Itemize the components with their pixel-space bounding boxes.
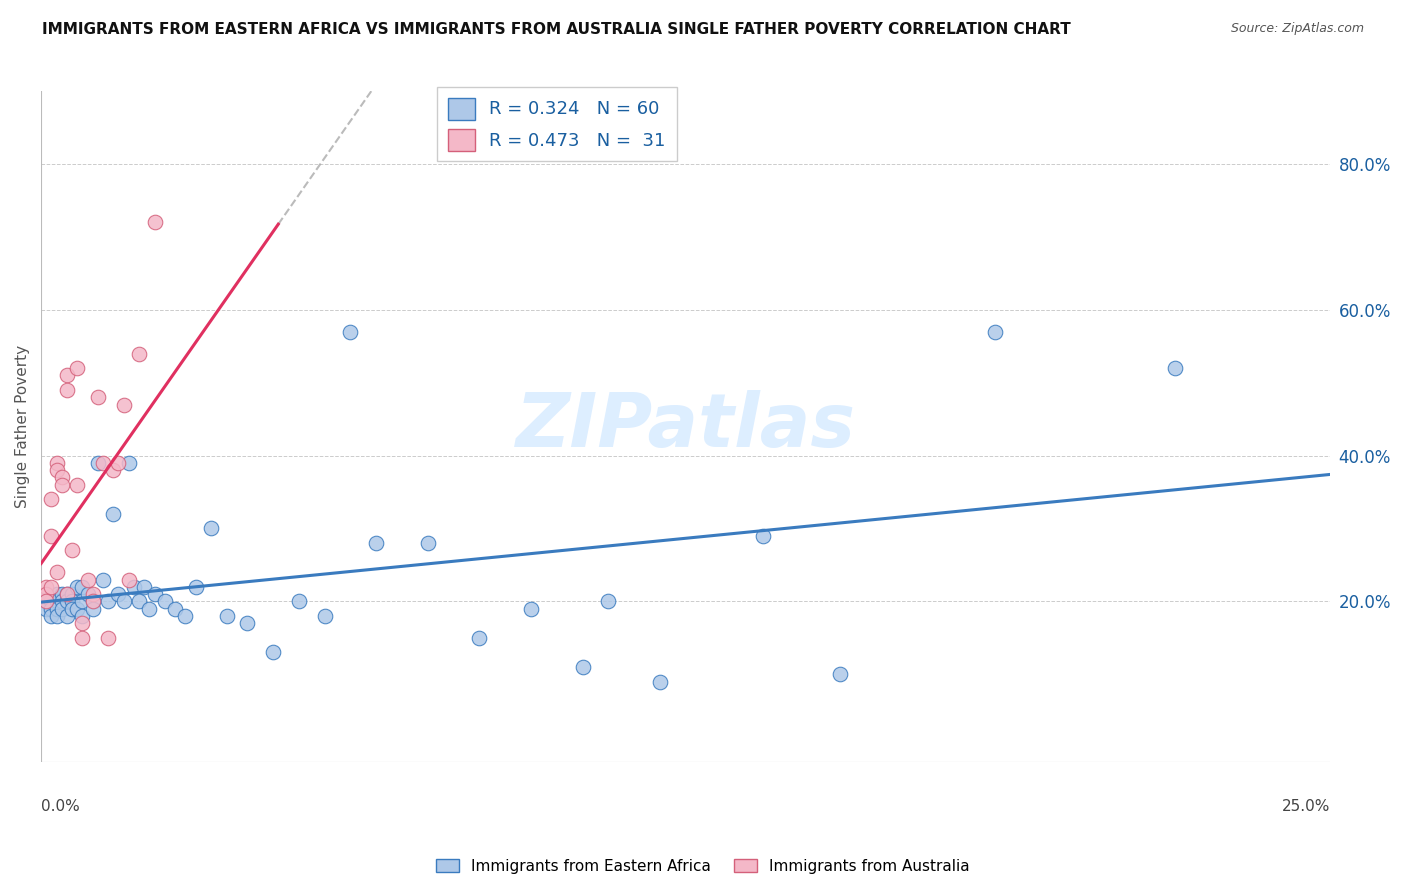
- Point: [82, 594, 104, 608]
- Point: [520, 601, 543, 615]
- Point: [35, 587, 58, 601]
- Point: [41, 601, 63, 615]
- Point: [41, 609, 63, 624]
- Point: [82, 601, 104, 615]
- Point: [56, 587, 79, 601]
- Point: [128, 594, 150, 608]
- Point: [87, 390, 110, 404]
- Point: [60, 587, 83, 601]
- Point: [60, 601, 83, 615]
- Point: [45, 566, 67, 580]
- Point: [143, 215, 166, 229]
- Point: [72, 616, 94, 631]
- Point: [366, 536, 388, 550]
- Text: IMMIGRANTS FROM EASTERN AFRICA VS IMMIGRANTS FROM AUSTRALIA SINGLE FATHER POVERT: IMMIGRANTS FROM EASTERN AFRICA VS IMMIGR…: [42, 22, 1071, 37]
- Point: [138, 601, 160, 615]
- Text: ZIPatlas: ZIPatlas: [516, 390, 856, 463]
- Point: [72, 580, 94, 594]
- Point: [56, 368, 79, 383]
- Point: [35, 580, 58, 594]
- Y-axis label: Single Father Poverty: Single Father Poverty: [15, 345, 30, 508]
- Point: [107, 456, 129, 470]
- Point: [76, 573, 98, 587]
- Point: [118, 456, 141, 470]
- Point: [97, 594, 120, 608]
- Point: [174, 609, 197, 624]
- Point: [66, 601, 89, 615]
- Legend: Immigrants from Eastern Africa, Immigrants from Australia: Immigrants from Eastern Africa, Immigran…: [430, 853, 976, 880]
- Point: [45, 463, 67, 477]
- Text: Source: ZipAtlas.com: Source: ZipAtlas.com: [1230, 22, 1364, 36]
- Point: [122, 580, 145, 594]
- Point: [91, 456, 114, 470]
- Point: [200, 521, 222, 535]
- Point: [82, 594, 104, 608]
- Point: [35, 594, 58, 608]
- Point: [103, 507, 125, 521]
- Point: [51, 477, 73, 491]
- Point: [56, 383, 79, 397]
- Point: [56, 587, 79, 601]
- Point: [153, 594, 176, 608]
- Point: [598, 594, 620, 608]
- Point: [51, 470, 73, 484]
- Point: [339, 325, 361, 339]
- Point: [112, 594, 135, 608]
- Point: [112, 398, 135, 412]
- Point: [45, 587, 67, 601]
- Point: [45, 456, 67, 470]
- Point: [60, 594, 83, 608]
- Point: [752, 529, 775, 543]
- Point: [571, 660, 593, 674]
- Point: [107, 587, 129, 601]
- Point: [236, 616, 259, 631]
- Point: [51, 594, 73, 608]
- Point: [468, 631, 491, 645]
- Point: [143, 587, 166, 601]
- Point: [128, 346, 150, 360]
- Point: [72, 631, 94, 645]
- Point: [66, 477, 89, 491]
- Point: [87, 456, 110, 470]
- Text: 25.0%: 25.0%: [1282, 798, 1330, 814]
- Point: [215, 609, 238, 624]
- Point: [1164, 361, 1187, 376]
- Point: [60, 543, 83, 558]
- Point: [66, 361, 89, 376]
- Point: [45, 609, 67, 624]
- Point: [82, 587, 104, 601]
- Point: [56, 609, 79, 624]
- Point: [41, 594, 63, 608]
- Point: [41, 529, 63, 543]
- Point: [416, 536, 439, 550]
- Point: [45, 601, 67, 615]
- Point: [97, 631, 120, 645]
- Point: [830, 667, 852, 681]
- Point: [35, 601, 58, 615]
- Point: [91, 573, 114, 587]
- Point: [648, 674, 671, 689]
- Point: [262, 645, 284, 659]
- Point: [184, 580, 207, 594]
- Point: [56, 594, 79, 608]
- Legend: R = 0.324   N = 60, R = 0.473   N =  31: R = 0.324 N = 60, R = 0.473 N = 31: [437, 87, 676, 161]
- Point: [72, 609, 94, 624]
- Point: [41, 580, 63, 594]
- Point: [76, 587, 98, 601]
- Point: [51, 587, 73, 601]
- Point: [35, 594, 58, 608]
- Point: [103, 463, 125, 477]
- Point: [314, 609, 336, 624]
- Point: [41, 492, 63, 507]
- Point: [165, 601, 187, 615]
- Point: [118, 573, 141, 587]
- Point: [134, 580, 156, 594]
- Point: [984, 325, 1007, 339]
- Point: [66, 580, 89, 594]
- Text: 0.0%: 0.0%: [41, 798, 80, 814]
- Point: [51, 601, 73, 615]
- Point: [45, 594, 67, 608]
- Point: [72, 594, 94, 608]
- Point: [288, 594, 311, 608]
